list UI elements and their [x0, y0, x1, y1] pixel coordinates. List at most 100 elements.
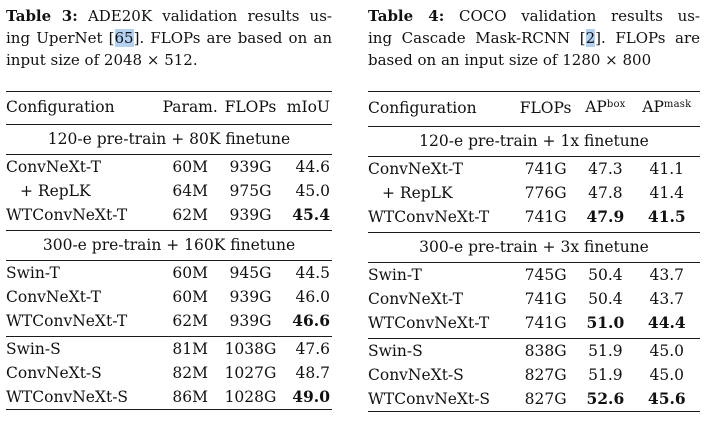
- flops-cell: 945G: [229, 264, 272, 282]
- superscript: box: [606, 99, 626, 110]
- param-cell: 62M: [172, 206, 208, 224]
- param-cell: 82M: [172, 364, 208, 382]
- flops-cell: 741G: [524, 160, 567, 178]
- miou-cell: 46.0: [295, 288, 330, 306]
- ap-mask-cell: 41.5: [647, 207, 686, 226]
- flops-cell: 741G: [524, 290, 567, 308]
- config-cell: ConvNeXt-T: [6, 288, 101, 306]
- superscript: mask: [663, 99, 692, 110]
- table-row: WTConvNeXt-T 62M 939G 45.4: [6, 203, 332, 231]
- table-row: ConvNeXt-T 741G 47.3 41.1: [368, 157, 700, 182]
- flops-cell: 827G: [524, 390, 567, 408]
- table-row: WTConvNeXt-S 827G 52.6 45.6: [368, 387, 700, 412]
- section-title: 300-e pre-train + 3x finetune: [419, 238, 649, 256]
- table4-label: Table 4:: [368, 7, 445, 25]
- citation-link[interactable]: 2: [585, 29, 596, 47]
- miou-cell: 49.0: [292, 387, 330, 406]
- table4-column: Table 4: COCO validation results us- ing…: [368, 5, 700, 412]
- column-header-ap-mask: APmask: [642, 98, 692, 116]
- config-cell: Swin-T: [368, 266, 422, 284]
- ap-mask-cell: 41.4: [649, 184, 685, 202]
- param-cell: 60M: [172, 288, 208, 306]
- section-header-row: 300-e pre-train + 3x finetune: [368, 233, 700, 263]
- section-title: 300-e pre-train + 160K finetune: [42, 236, 296, 254]
- caption-line: Table 4: COCO validation results us-: [368, 5, 700, 27]
- section-title: 120-e pre-train + 80K finetune: [47, 130, 291, 148]
- table-row: ConvNeXt-S 82M 1027G 48.7: [6, 361, 332, 385]
- column-header-miou: mIoU: [286, 98, 330, 116]
- config-cell: ConvNeXt-S: [6, 364, 102, 382]
- table3-label: Table 3:: [6, 7, 78, 25]
- flops-cell: 1027G: [224, 364, 277, 382]
- table3: Configuration Param. FLOPs mIoU 120-e pr…: [6, 91, 332, 410]
- flops-cell: 745G: [524, 266, 567, 284]
- ap-box-cell: 51.9: [588, 366, 623, 384]
- table-row: ConvNeXt-T 60M 939G 44.6: [6, 155, 332, 180]
- ap-box-cell: 52.6: [586, 389, 625, 408]
- ap-box-cell: 51.0: [586, 313, 625, 332]
- table-row: Swin-S 838G 51.9 45.0: [368, 339, 700, 364]
- table-row: Swin-T 60M 945G 44.5: [6, 261, 332, 286]
- flops-cell: 1028G: [224, 388, 277, 406]
- section-title: 120-e pre-train + 1x finetune: [419, 132, 649, 150]
- ap-mask-cell: 45.0: [649, 342, 685, 360]
- caption-line: ing Cascade Mask-RCNN [2]. FLOPs are: [368, 27, 700, 49]
- table-row: WTConvNeXt-T 741G 47.9 41.5: [368, 205, 700, 233]
- miou-cell: 47.6: [295, 340, 330, 358]
- miou-cell: 44.6: [295, 158, 330, 176]
- config-cell: ConvNeXt-T: [368, 290, 463, 308]
- flops-cell: 939G: [229, 312, 272, 330]
- config-cell: WTConvNeXt-T: [6, 206, 128, 224]
- config-cell: ConvNeXt-S: [368, 366, 464, 384]
- flops-cell: 741G: [524, 314, 567, 332]
- ap-mask-cell: 43.7: [649, 290, 685, 308]
- config-cell: + RepLK: [382, 184, 453, 202]
- ap-mask-cell: 45.6: [647, 389, 686, 408]
- param-cell: 64M: [172, 182, 208, 200]
- ap-mask-cell: 44.4: [647, 313, 686, 332]
- caption-text: ing UperNet [: [6, 29, 115, 47]
- flops-cell: 975G: [229, 182, 272, 200]
- table-row: ConvNeXt-T 741G 50.4 43.7: [368, 287, 700, 311]
- table-row: ConvNeXt-T 60M 939G 46.0: [6, 285, 332, 309]
- caption-text: ]. FLOPs are based on an: [133, 29, 332, 47]
- flops-cell: 776G: [524, 184, 567, 202]
- section-header-row: 120-e pre-train + 1x finetune: [368, 127, 700, 157]
- config-cell: WTConvNeXt-T: [368, 208, 490, 226]
- param-cell: 60M: [172, 158, 208, 176]
- caption-text: COCO validation results us-: [458, 7, 700, 25]
- config-cell: ConvNeXt-T: [6, 158, 101, 176]
- table-row: Swin-S 81M 1038G 47.6: [6, 337, 332, 362]
- table4: Configuration FLOPs APbox APmask 120-e p…: [368, 91, 700, 412]
- caption-text: ing Cascade Mask-RCNN [: [368, 29, 586, 47]
- config-cell: + RepLK: [20, 182, 91, 200]
- miou-cell: 45.4: [292, 205, 330, 224]
- config-cell: Swin-S: [6, 340, 61, 358]
- table4-caption: Table 4: COCO validation results us- ing…: [368, 5, 700, 71]
- table-row: + RepLK 64M 975G 45.0: [6, 179, 332, 203]
- table3-column: Table 3: ADE20K validation results us- i…: [6, 5, 332, 410]
- config-cell: ConvNeXt-T: [368, 160, 463, 178]
- citation-link[interactable]: 65: [114, 29, 134, 47]
- miou-cell: 48.7: [295, 364, 330, 382]
- column-header-configuration: Configuration: [368, 99, 477, 117]
- config-cell: Swin-T: [6, 264, 60, 282]
- table4-header-row: Configuration FLOPs APbox APmask: [368, 92, 700, 127]
- table3-header-row: Configuration Param. FLOPs mIoU: [6, 92, 332, 125]
- config-cell: WTConvNeXt-S: [6, 388, 129, 406]
- table-row: WTConvNeXt-T 741G 51.0 44.4: [368, 311, 700, 339]
- column-header-flops: FLOPs: [519, 99, 572, 117]
- flops-cell: 827G: [524, 366, 567, 384]
- config-cell: WTConvNeXt-S: [368, 390, 491, 408]
- config-cell: Swin-S: [368, 342, 423, 360]
- ap-box-cell: 47.9: [586, 207, 625, 226]
- section-header-row: 300-e pre-train + 160K finetune: [6, 231, 332, 261]
- caption-line: Table 3: ADE20K validation results us-: [6, 5, 332, 27]
- param-cell: 86M: [172, 388, 208, 406]
- caption-text: ADE20K validation results us-: [87, 7, 332, 25]
- config-cell: WTConvNeXt-T: [6, 312, 128, 330]
- column-header-ap-box: APbox: [585, 98, 626, 116]
- table-row: ConvNeXt-S 827G 51.9 45.0: [368, 363, 700, 387]
- table-row: WTConvNeXt-S 86M 1028G 49.0: [6, 385, 332, 410]
- caption-text: ]. FLOPs are: [595, 29, 700, 47]
